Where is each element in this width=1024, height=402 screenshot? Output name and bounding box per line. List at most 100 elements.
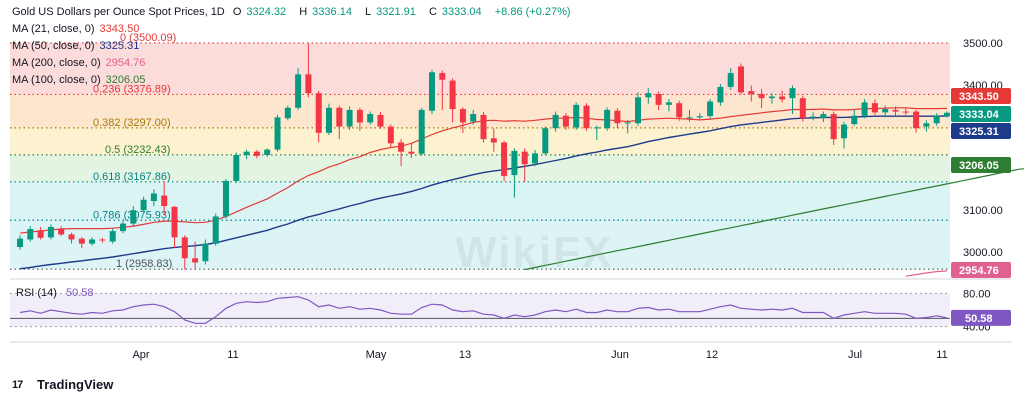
fib-label: 0 (3500.09) — [120, 32, 176, 44]
candle-body — [295, 74, 302, 108]
indicator-ma100: MA (100, close, 0) 3206.05 — [12, 74, 146, 86]
price-badge-label: 3343.50 — [959, 91, 999, 103]
ma200-line — [905, 270, 948, 277]
candle-body — [521, 151, 528, 165]
candle-body — [676, 103, 683, 118]
candle-body — [470, 114, 477, 122]
indicator-ma21: MA (21, close, 0) 3343.50 — [12, 23, 140, 35]
fib-band — [10, 220, 950, 270]
price-badge — [951, 157, 1011, 173]
candle-body — [738, 66, 744, 93]
ohlc-open: O 3324.32 — [232, 6, 287, 18]
fib-band — [10, 94, 950, 128]
candle-body — [346, 109, 353, 127]
candle-body — [68, 234, 75, 240]
candle-body — [562, 115, 569, 127]
candle-body — [223, 180, 229, 217]
candle-body — [243, 151, 250, 156]
ma100-line — [524, 168, 1024, 271]
candle-body — [490, 138, 497, 143]
candle-body — [47, 226, 54, 238]
fib-label: 0.5 (3232.43) — [105, 144, 170, 156]
tradingview-name: TradingView — [37, 377, 114, 392]
candle-body — [696, 116, 703, 118]
price-badge — [951, 262, 1011, 278]
candle-body — [37, 230, 44, 238]
candle-body — [861, 102, 868, 116]
candle-body — [882, 109, 889, 113]
candle-body — [480, 114, 487, 140]
candle-body — [707, 101, 714, 117]
time-tick-label: May — [366, 349, 387, 361]
candle-body — [356, 109, 363, 123]
price-badge-label: 3325.31 — [959, 126, 999, 138]
candle-body — [78, 238, 85, 244]
candle-body — [727, 73, 734, 87]
tradingview-logo-icon: 17 — [12, 378, 23, 391]
candle-body — [202, 243, 209, 262]
candle-body — [387, 126, 394, 144]
candle-body — [758, 93, 765, 99]
price-badge-label: 3333.04 — [959, 109, 1000, 121]
candle-body — [326, 107, 332, 133]
candle-body — [768, 96, 775, 99]
candle-body — [624, 122, 631, 124]
ohlc-close: C 3333.04 — [428, 6, 482, 18]
tradingview-brand[interactable]: 17 TradingView — [12, 377, 113, 392]
candle-body — [459, 109, 466, 123]
candle-body — [192, 258, 199, 263]
candles — [17, 43, 950, 270]
fib-label: 0.382 (3297.00) — [93, 117, 171, 129]
price-badge — [951, 88, 1011, 104]
candle-body — [120, 223, 126, 232]
candle-body — [511, 150, 518, 176]
candle-body — [841, 124, 847, 139]
candle-body — [418, 109, 425, 154]
candle-body — [892, 109, 899, 112]
time-tick-label: 11 — [227, 349, 238, 361]
rsi-badge — [951, 309, 1011, 326]
candle-body — [933, 115, 940, 124]
rsi-badge-label: 50.58 — [965, 313, 993, 325]
candle-body — [583, 105, 590, 129]
candle-body — [233, 155, 240, 181]
candle-body — [799, 98, 806, 119]
candle-body — [377, 114, 384, 127]
fib-band — [10, 154, 950, 182]
candle-body — [686, 117, 693, 119]
price-badge — [951, 123, 1011, 139]
candle-body — [449, 80, 456, 110]
candle-body — [336, 107, 343, 127]
candle-body — [851, 115, 858, 125]
candle-body — [532, 153, 538, 164]
time-axis: Apr 11 May 13 Jun 12 Jul 11 — [10, 341, 1012, 361]
price-badge-label: 3206.05 — [959, 160, 999, 172]
candle-body — [140, 199, 147, 211]
candle-body — [89, 239, 96, 244]
candle-body — [315, 93, 322, 133]
candle-body — [398, 142, 405, 152]
price-badge-label: 2954.76 — [959, 265, 999, 277]
candle-body — [944, 112, 950, 117]
candle-body — [99, 239, 106, 241]
candle-body — [923, 123, 930, 127]
fib-label: 1 (2958.83) — [116, 258, 172, 270]
candle-body — [820, 114, 827, 119]
candle-body — [181, 237, 188, 259]
candle-body — [635, 97, 641, 124]
rsi-title-value: 50.58 — [66, 287, 94, 299]
price-tick-label: 3000.00 — [963, 247, 1003, 259]
candle-body — [109, 231, 116, 242]
candle-body — [655, 93, 662, 105]
candle-body — [264, 149, 271, 156]
price-tick-label: 3500.00 — [963, 38, 1003, 50]
candle-body — [779, 96, 786, 100]
ohlc-high: H 3336.14 — [299, 6, 352, 18]
fib-label: 0.236 (3376.89) — [93, 83, 171, 95]
time-tick-label: Jul — [848, 349, 862, 361]
fib-band — [10, 42, 950, 95]
candle-body — [305, 74, 312, 94]
candle-body — [789, 88, 796, 99]
candle-body — [17, 238, 23, 247]
